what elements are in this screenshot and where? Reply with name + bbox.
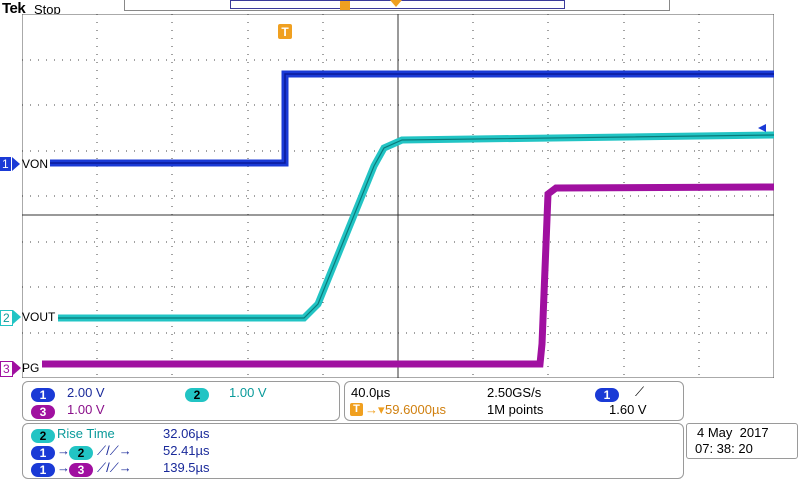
- ch1-label: VON: [22, 157, 49, 171]
- ch2-marker[interactable]: 2: [0, 310, 13, 326]
- trigger-position-icon: T: [350, 403, 363, 416]
- ch3-waveform: [42, 183, 774, 368]
- trigger-level: 1.60 V: [609, 402, 647, 417]
- meas3-from-badge: 1: [31, 463, 55, 477]
- meas2-edges-icon: ⟋/⟋→: [97, 443, 132, 458]
- channel-scale-panel[interactable]: 1 2.00 V 2 1.00 V 3 1.00 V: [22, 381, 340, 421]
- ch3-marker[interactable]: 3: [0, 361, 13, 377]
- trigger-position-top-icon: [390, 0, 402, 7]
- trigger-source-badge: 1: [595, 388, 619, 402]
- trigger-position-label: T: [281, 25, 289, 39]
- ch2-scale: 1.00 V: [229, 385, 267, 400]
- datetime-panel: 4 May 2017 07: 38: 20: [686, 423, 798, 459]
- trigger-position-value: 59.6000µs: [385, 402, 446, 417]
- ch1-badge: 1: [31, 388, 55, 402]
- sample-rate: 2.50GS/s: [487, 385, 542, 400]
- waveform-display[interactable]: T: [22, 14, 774, 378]
- ch3-label: PG: [22, 361, 40, 375]
- meas3-arrow-icon: →: [57, 460, 70, 475]
- trigger-level-icon: [758, 124, 766, 132]
- ch1-marker-arrow-icon: [12, 157, 20, 171]
- meas1-value: 32.06µs: [163, 426, 210, 441]
- meas3-value: 139.5µs: [163, 460, 210, 475]
- meas2-to-badge: 2: [69, 446, 93, 460]
- ch2-marker-arrow-icon: [13, 310, 21, 324]
- ch2-label: VOUT: [22, 310, 56, 324]
- ch2-badge: 2: [185, 388, 209, 402]
- timebase-panel[interactable]: 40.0µs 2.50GS/s 1 ⟋ T →▾ 59.6000µs 1M po…: [344, 381, 684, 421]
- ch3-scale: 1.00 V: [67, 402, 105, 417]
- ch3-marker-arrow-icon: [13, 361, 21, 375]
- meas2-from-badge: 1: [31, 446, 55, 460]
- time-per-div: 40.0µs: [351, 385, 391, 400]
- meas3-edges-icon: ⟋/⟋→: [97, 460, 132, 475]
- date: 4 May 2017: [697, 425, 769, 440]
- measurement-panel[interactable]: 2 Rise Time 32.06µs 1 → 2 ⟋/⟋→ 52.41µs 1…: [22, 423, 684, 479]
- time: 07: 38: 20: [695, 441, 753, 456]
- brand-logo: Tek: [2, 0, 26, 17]
- record-length: 1M points: [487, 402, 544, 417]
- acquisition-state: Stop: [34, 2, 61, 17]
- meas1-label: Rise Time: [57, 426, 115, 441]
- meas2-arrow-icon: →: [57, 443, 70, 458]
- record-trigger-marker: [340, 1, 350, 10]
- meas2-value: 52.41µs: [163, 443, 210, 458]
- trigger-position-marker: [278, 24, 292, 39]
- ch1-marker[interactable]: 1: [0, 157, 11, 171]
- meas3-to-badge: 3: [69, 463, 93, 477]
- meas1-ch-badge: 2: [31, 429, 55, 443]
- ch3-badge: 3: [31, 405, 55, 419]
- ch1-scale: 2.00 V: [67, 385, 105, 400]
- trigger-arrow-icon: →▾: [365, 402, 385, 417]
- trigger-slope-icon: ⟋: [635, 384, 645, 399]
